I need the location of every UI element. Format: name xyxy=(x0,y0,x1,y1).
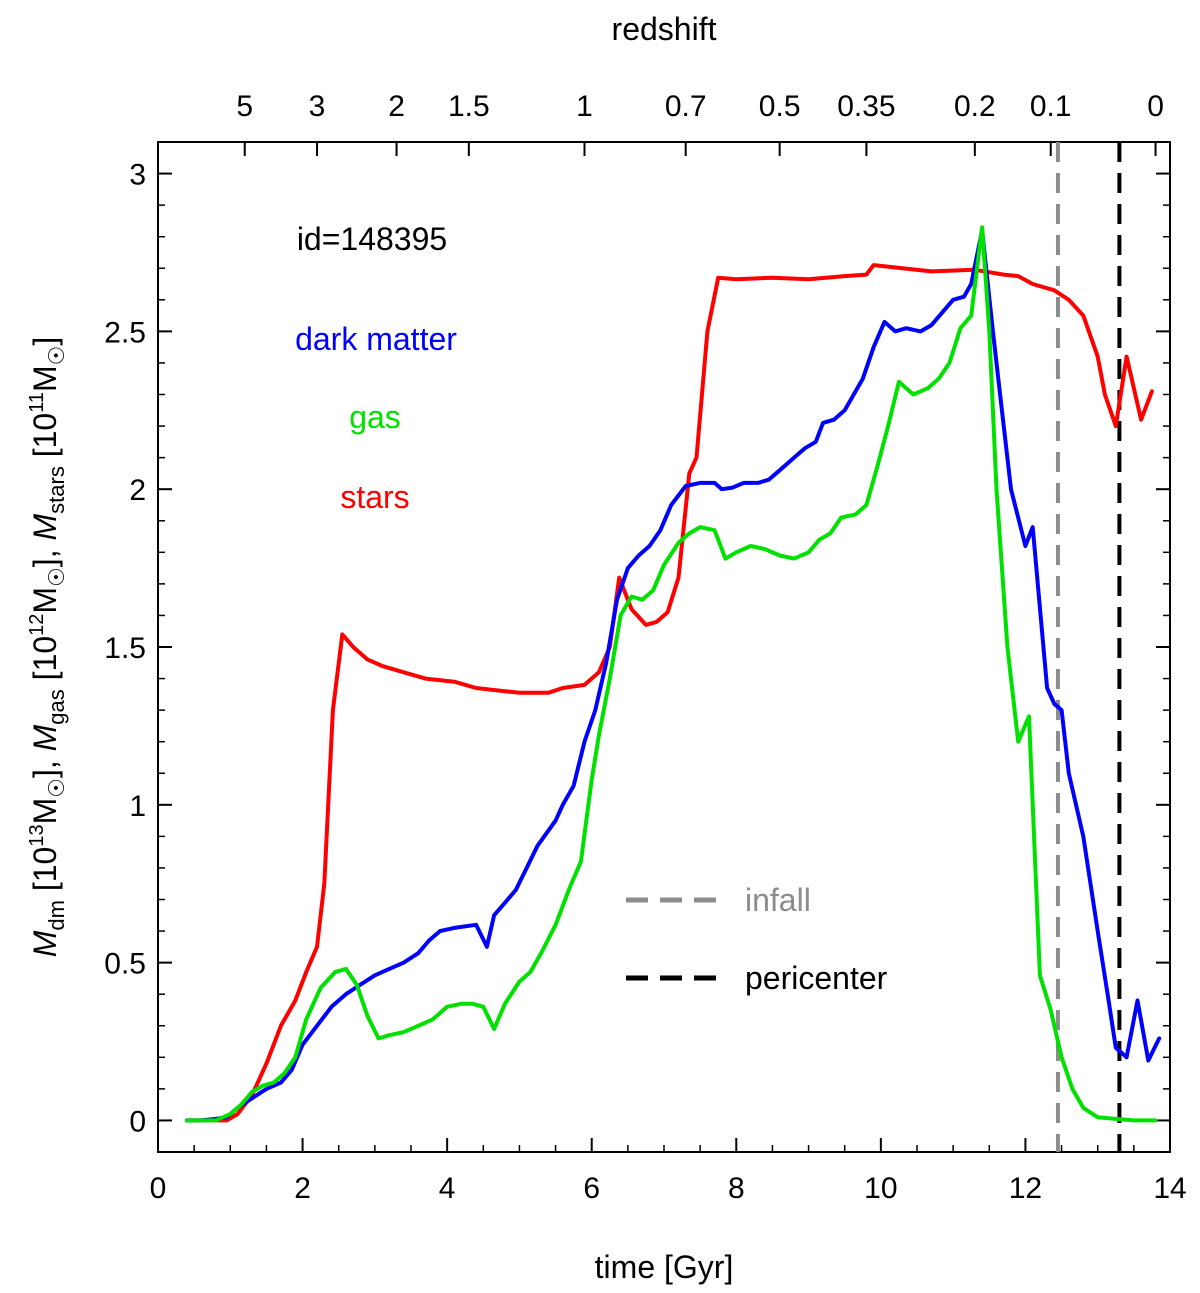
tick-labels: 0 2 4 6 8 10 12 14 0 0.5 1 1.5 2 2.5 3 5 3 2 1.5 1 0.7 0.5 0.3… xyxy=(104,90,1186,1205)
x-tick-label: 6 xyxy=(583,1172,600,1205)
y-tick-label: 0.5 xyxy=(104,948,146,981)
top-axis-title: redshift xyxy=(612,11,717,47)
y-tick-label: 3 xyxy=(129,159,146,192)
data-series xyxy=(184,225,1162,1123)
legend-gas: gas xyxy=(349,399,401,435)
redshift-tick-label: 0.1 xyxy=(1030,90,1072,123)
x-tick-label: 2 xyxy=(294,1172,311,1205)
x-axis-title: time [Gyr] xyxy=(595,1249,734,1285)
series-dark-matter xyxy=(184,228,1162,1123)
y-tick-label: 2.5 xyxy=(104,316,146,349)
y-tick-label: 0 xyxy=(129,1105,146,1138)
redshift-tick-label: 0 xyxy=(1147,90,1164,123)
redshift-tick-label: 1.5 xyxy=(448,90,490,123)
event-lines xyxy=(1055,142,1122,1152)
series-stars xyxy=(184,263,1154,1123)
halo-id-label: id=148395 xyxy=(297,221,447,257)
series-gas xyxy=(184,225,1158,1123)
legend-dark-matter: dark matter xyxy=(295,321,457,357)
x-tick-label: 12 xyxy=(1009,1172,1042,1205)
axis-ticks xyxy=(157,142,1171,1152)
redshift-tick-label: 0.2 xyxy=(954,90,996,123)
legend-infall-label: infall xyxy=(745,882,811,918)
redshift-tick-label: 0.7 xyxy=(665,90,707,123)
redshift-tick-label: 1 xyxy=(576,90,593,123)
x-tick-label: 14 xyxy=(1153,1172,1186,1205)
y-tick-label: 2 xyxy=(129,474,146,507)
y-tick-label: 1 xyxy=(129,790,146,823)
redshift-tick-label: 3 xyxy=(309,90,326,123)
x-tick-label: 0 xyxy=(150,1172,167,1205)
legend-pericenter-label: pericenter xyxy=(745,960,888,996)
y-axis-title: Mdm [1013M☉], Mgas [1012M☉], Mstars [101… xyxy=(26,337,69,958)
x-tick-label: 8 xyxy=(728,1172,745,1205)
redshift-tick-label: 0.35 xyxy=(837,90,895,123)
legend-stars: stars xyxy=(340,479,409,515)
redshift-tick-label: 2 xyxy=(388,90,405,123)
x-tick-label: 4 xyxy=(439,1172,456,1205)
redshift-tick-label: 5 xyxy=(236,90,253,123)
redshift-tick-label: 0.5 xyxy=(759,90,801,123)
x-tick-label: 10 xyxy=(864,1172,897,1205)
plot-frame xyxy=(157,141,1171,1153)
y-tick-label: 1.5 xyxy=(104,632,146,665)
